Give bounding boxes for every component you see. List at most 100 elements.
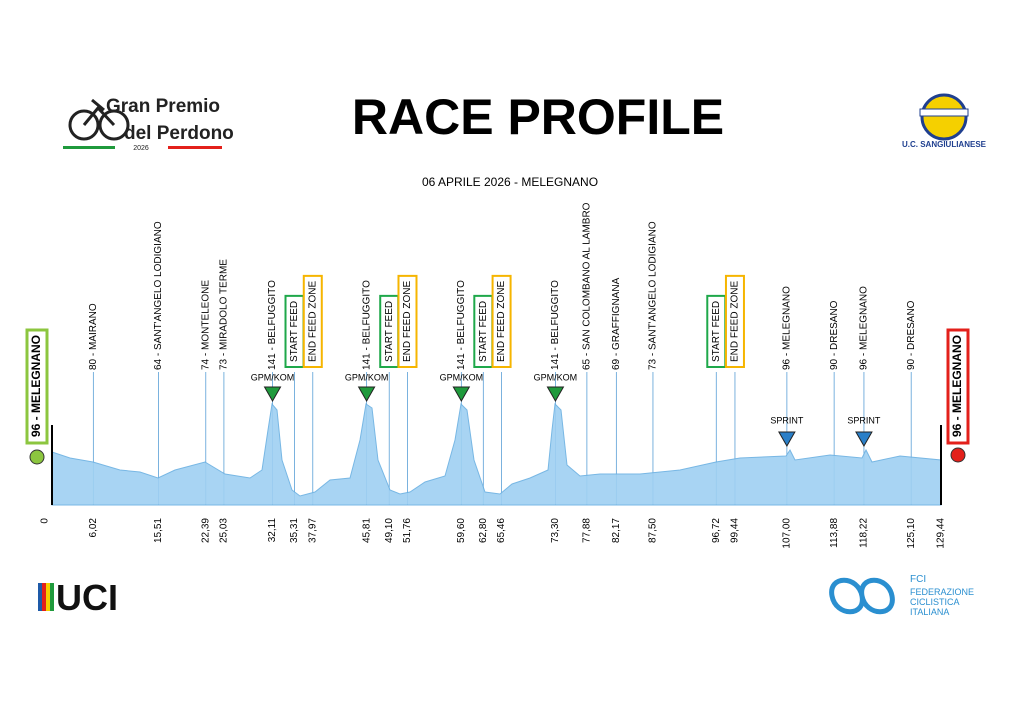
fci-mark bbox=[829, 577, 895, 615]
waypoint-label: 69 - GRAFFIGNANA bbox=[611, 277, 622, 370]
finish-dot bbox=[950, 447, 966, 463]
km-label: 49,10 bbox=[384, 518, 395, 543]
logo-left: Gran Premio del Perdono 2026 bbox=[63, 96, 234, 152]
fci-text: FEDERAZIONE bbox=[910, 587, 974, 597]
waypoint-label: 141 - BELFUGGITO bbox=[267, 280, 278, 370]
start-dot bbox=[29, 449, 45, 465]
waypoint-label: 141 - BELFUGGITO bbox=[456, 280, 467, 370]
km-label: 6,02 bbox=[88, 518, 99, 538]
waypoint-label: 73 - MIRADOLO TERME bbox=[219, 259, 230, 370]
subtitle: 06 APRILE 2026 - MELEGNANO bbox=[422, 175, 598, 189]
waypoint-label: 64 - SANT'ANGELO LODIGIANO bbox=[153, 221, 164, 370]
km-label: 96,72 bbox=[711, 518, 722, 543]
logo-text: del Perdono bbox=[124, 123, 234, 144]
km-label: 37,97 bbox=[307, 518, 318, 543]
marker-label: SPRINT bbox=[770, 415, 804, 425]
km-label: 77,88 bbox=[582, 518, 593, 543]
waypoint-label: 74 - MONTELEONE bbox=[200, 280, 211, 370]
waypoint-label: 90 - DRESANO bbox=[906, 300, 917, 370]
fci-logo: FCI FEDERAZIONE CICLISTICA ITALIANA bbox=[829, 574, 974, 617]
km-label: 73,30 bbox=[550, 518, 561, 543]
fci-text: ITALIANA bbox=[910, 607, 949, 617]
waypoint-label: 141 - BELFUGGITO bbox=[550, 280, 561, 370]
logo-right: U.C. SANGIULIANESE bbox=[902, 93, 987, 149]
uci-stripe bbox=[38, 583, 42, 611]
marker-triangle bbox=[778, 431, 796, 448]
waypoint-label: 96 - MELEGNANO bbox=[782, 286, 793, 370]
profile-annotations: 0 129,44 96 - MELEGNANO 96 - MELEGNANO 6,02 8… bbox=[25, 202, 970, 549]
start-label: 96 - MELEGNANO bbox=[29, 335, 43, 437]
feed-box bbox=[724, 274, 745, 368]
feed-label: END FEED ZONE bbox=[307, 281, 318, 362]
waypoint-label: 141 - BELFUGGITO bbox=[361, 280, 372, 370]
feed-label: START FEED bbox=[711, 301, 722, 362]
feed-label: END FEED ZONE bbox=[402, 281, 413, 362]
title: RACE PROFILE bbox=[352, 89, 724, 145]
feed-label: START FEED bbox=[289, 301, 300, 362]
feed-label: START FEED bbox=[384, 301, 395, 362]
uci-stripe bbox=[42, 583, 46, 611]
marker-label: GPM/KOM bbox=[251, 372, 295, 382]
finish-label: 96 - MELEGNANO bbox=[950, 335, 964, 437]
feed-label: END FEED ZONE bbox=[730, 281, 741, 362]
club-name: U.C. SANGIULIANESE bbox=[902, 140, 987, 149]
club-band bbox=[919, 108, 969, 117]
km-label: 32,11 bbox=[267, 518, 278, 543]
start-box bbox=[25, 328, 49, 445]
km-label: 45,81 bbox=[361, 518, 372, 543]
waypoint-label: 73 - SANT'ANGELO LODIGIANO bbox=[648, 221, 659, 370]
km-label: 87,50 bbox=[648, 518, 659, 543]
uci-logo: UCI bbox=[38, 577, 118, 618]
km-label: 125,10 bbox=[906, 518, 917, 549]
km-label: 62,80 bbox=[478, 518, 489, 543]
km-label: 129,44 bbox=[936, 518, 947, 549]
km-label: 65,46 bbox=[496, 518, 507, 543]
uci-stripe bbox=[50, 583, 54, 611]
km-label: 51,76 bbox=[402, 518, 413, 543]
uci-text: UCI bbox=[56, 577, 118, 618]
bike-frame bbox=[82, 98, 116, 127]
flag-stripe bbox=[168, 146, 222, 149]
feed-box bbox=[397, 274, 418, 368]
marker-triangle bbox=[357, 386, 376, 403]
km-label: 107,00 bbox=[782, 518, 793, 549]
feed-box bbox=[491, 274, 512, 368]
uci-stripe bbox=[46, 583, 50, 611]
waypoint-label: 65 - SAN COLOMBANO AL LAMBRO bbox=[582, 202, 593, 370]
marker-triangle bbox=[263, 386, 282, 403]
feed-label: START FEED bbox=[478, 301, 489, 362]
feed-box bbox=[302, 274, 323, 368]
waypoint-label: 96 - MELEGNANO bbox=[859, 286, 870, 370]
km-label: 15,51 bbox=[153, 518, 164, 543]
marker-label: GPM/KOM bbox=[345, 372, 389, 382]
marker-triangle bbox=[452, 386, 471, 403]
km-label: 82,17 bbox=[611, 518, 622, 543]
feed-label: END FEED ZONE bbox=[496, 281, 507, 362]
elevation-profile bbox=[51, 402, 942, 506]
km-label: 113,88 bbox=[829, 518, 840, 548]
marker-triangle bbox=[546, 386, 565, 403]
km-label: 35,31 bbox=[289, 518, 300, 543]
flag-stripe bbox=[63, 146, 115, 149]
bike-wheel bbox=[68, 109, 100, 141]
marker-label: GPM/KOM bbox=[534, 372, 578, 382]
waypoint-label: 90 - DRESANO bbox=[829, 300, 840, 370]
fci-text: CICLISTICA bbox=[910, 597, 960, 607]
finish-box bbox=[946, 328, 970, 445]
waypoint-label: 80 - MAIRANO bbox=[88, 303, 99, 370]
bike-wheel bbox=[98, 109, 130, 141]
marker-triangle bbox=[855, 431, 873, 448]
marker-label: GPM/KOM bbox=[440, 372, 484, 382]
km-label: 99,44 bbox=[730, 518, 741, 543]
km-label: 0 bbox=[40, 518, 51, 524]
marker-label: SPRINT bbox=[847, 415, 881, 425]
fci-text: FCI bbox=[910, 574, 926, 585]
km-label: 59,60 bbox=[456, 518, 467, 543]
logo-year: 2026 bbox=[133, 145, 149, 152]
km-label: 22,39 bbox=[200, 518, 211, 543]
club-badge bbox=[920, 93, 968, 141]
km-label: 25,03 bbox=[219, 518, 230, 543]
km-label: 118,22 bbox=[859, 518, 870, 548]
logo-text: Gran Premio bbox=[106, 96, 220, 117]
